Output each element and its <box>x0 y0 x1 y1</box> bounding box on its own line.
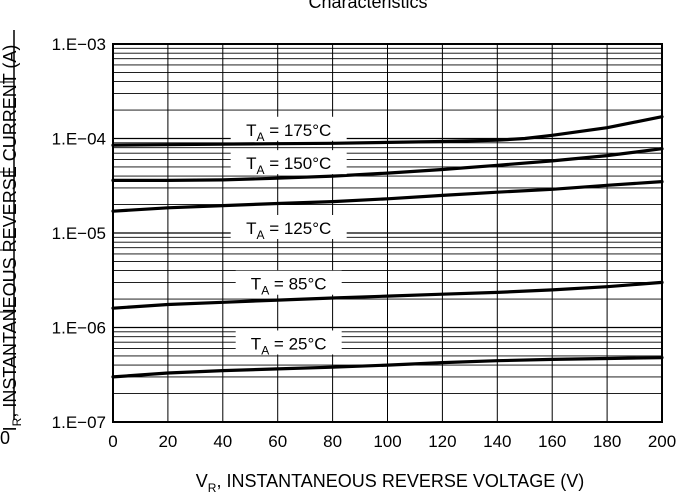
y-tick-label: 1.E−03 <box>52 35 106 54</box>
x-tick-label: 60 <box>268 432 287 451</box>
y-tick-label: 1.E−07 <box>52 413 106 432</box>
series-label-background <box>235 330 342 355</box>
y-tick-label: 1.E−04 <box>52 130 106 149</box>
y-tick-label: 1.E−05 <box>52 224 106 243</box>
y-tick-label: 1.E−06 <box>52 319 106 338</box>
x-tick-label: 140 <box>483 432 511 451</box>
left-strip-fragment: 00 <box>0 30 15 448</box>
series-line <box>111 356 664 379</box>
y-axis-label: IR, INSTANTANEOUS REVERSE CURRENT (A) <box>0 45 24 432</box>
x-tick-label: 40 <box>213 432 232 451</box>
x-tick-label: 80 <box>323 432 342 451</box>
x-tick-label: 200 <box>648 432 676 451</box>
series-label-background <box>235 270 342 295</box>
x-tick-label: 160 <box>538 432 566 451</box>
plot-frame <box>112 43 663 423</box>
x-axis-label: VR, INSTANTANEOUS REVERSE VOLTAGE (V) <box>196 471 584 495</box>
plot-border <box>112 43 663 423</box>
x-tick-label: 20 <box>158 432 177 451</box>
y-tick-labels: 1.E−03 1.E−04 1.E−05 1.E−06 1.E−07 <box>52 35 106 432</box>
series-label: TA = 85°C <box>251 275 327 298</box>
series-label-background <box>230 116 347 141</box>
x-tick-label: 180 <box>593 432 621 451</box>
series-label: TA = 150°C <box>246 154 331 177</box>
series-line <box>111 180 664 213</box>
series-label: TA = 125°C <box>246 219 331 242</box>
series-line <box>111 147 664 182</box>
left-strip-text: 00 <box>0 428 10 448</box>
series-label-background <box>230 150 347 175</box>
series-line <box>111 280 664 310</box>
grid <box>112 44 663 423</box>
x-tick-labels: 0 20 40 60 80 100 120 140 160 180 200 <box>108 432 676 451</box>
x-tick-label: 0 <box>108 432 117 451</box>
series-lines <box>111 115 664 379</box>
series-label: TA = 25°C <box>251 334 327 357</box>
series-labels: TA = 175°C TA = 150°C TA = 125°C TA = 85°C T… <box>230 116 347 357</box>
series-label-background <box>230 214 347 239</box>
series-line <box>111 115 664 147</box>
header-fragment: Characteristics <box>308 0 427 12</box>
series-label: TA = 175°C <box>246 121 331 144</box>
x-tick-label: 100 <box>373 432 401 451</box>
x-tick-label: 120 <box>428 432 456 451</box>
